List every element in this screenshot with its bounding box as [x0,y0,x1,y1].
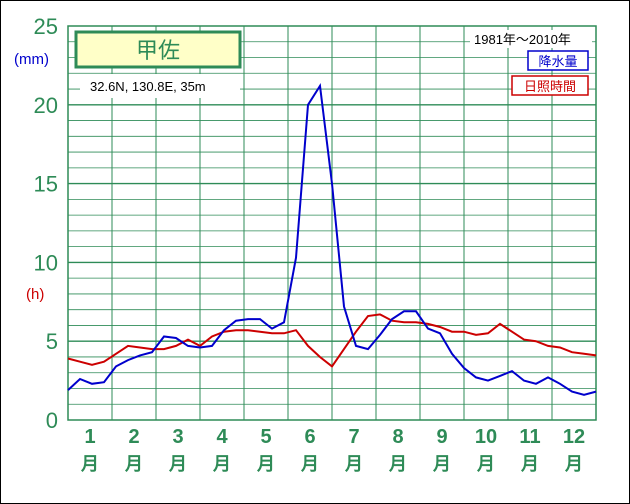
month-label: 9 [436,426,447,448]
month-label: 7 [348,426,359,448]
y-unit-label-right: (h) [26,286,44,303]
month-label: 4 [216,426,228,448]
y-tick-label: 10 [34,250,58,275]
month-suffix-label: 月 [344,454,363,475]
month-suffix-label: 月 [80,454,99,475]
month-label: 8 [392,426,403,448]
month-suffix-label: 月 [564,454,583,475]
month-label: 2 [128,426,139,448]
station-name: 甲佐 [136,39,180,64]
month-label: 6 [304,426,315,448]
y-tick-label: 20 [34,93,58,118]
y-tick-label: 15 [34,172,58,197]
month-label: 5 [260,426,271,448]
legend-precipitation: 降水量 [538,55,577,70]
month-suffix-label: 月 [520,454,539,475]
month-label: 3 [172,426,183,448]
month-label: 10 [475,426,497,448]
period-label: 1981年～2010年 [474,32,571,47]
legend-sunshine: 日照時間 [524,80,576,95]
month-suffix-label: 月 [168,454,187,475]
month-label: 11 [519,426,540,448]
series-line-precipitation [67,83,597,396]
station-box-frame [74,30,242,69]
month-suffix-label: 月 [124,454,143,475]
location-box [80,74,240,98]
month-labels: 1 月 2 月 3 月 4 月 5 月 6 月 7 月 8 月 9 月 10 月 11 月 12 月 [80,426,585,475]
y-tick-label: 5 [46,329,58,354]
month-suffix-label: 月 [212,454,231,475]
month-suffix-label: 月 [432,454,451,475]
month-label: 12 [563,426,585,448]
y-tick-label: 0 [46,408,58,433]
station-location: 32.6N, 130.8E, 35m [90,79,206,94]
station-box: 甲佐 [74,30,242,69]
y-unit-label-left: (mm) [14,51,49,68]
y-tick-labels: 0 5 10 15 20 25 [34,14,58,433]
series-line-sunshine [67,313,597,368]
y-tick-label: 25 [34,14,58,39]
legend: 降水量 日照時間 [511,50,589,96]
month-label: 1 [84,426,95,448]
legend-box-precipitation [527,50,589,71]
month-suffix-label: 月 [388,454,407,475]
legend-box-sunshine [511,75,589,96]
month-suffix-label: 月 [476,454,495,475]
month-suffix-label: 月 [256,454,275,475]
period-box [470,30,592,48]
month-suffix-label: 月 [300,454,319,475]
